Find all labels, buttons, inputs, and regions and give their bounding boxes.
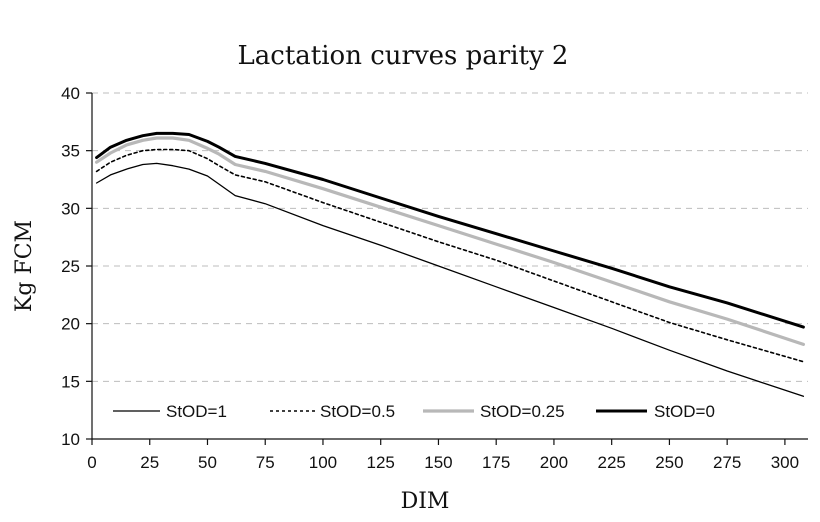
- x-ticks: 0 25 50 75 100 125 150 175 200 225 250 275 300: [87, 439, 799, 472]
- x-tick-label: 250: [655, 453, 683, 472]
- x-tick-label: 225: [597, 453, 625, 472]
- x-tick-label: 25: [140, 453, 159, 472]
- legend-label-2: StOD=0.25: [480, 402, 565, 421]
- series-line-2: [94, 136, 806, 346]
- x-tick-label: 0: [87, 453, 96, 472]
- x-tick-label: 100: [309, 453, 337, 472]
- series-line-1: [95, 148, 805, 363]
- chart-title: Lactation curves parity 2: [238, 41, 569, 71]
- x-tick-label: 75: [256, 453, 275, 472]
- x-tick-label: 175: [482, 453, 510, 472]
- x-tick-label: 50: [198, 453, 217, 472]
- legend-label-1: StOD=0.5: [320, 402, 395, 421]
- x-tick-label: 200: [540, 453, 568, 472]
- legend-label-3: StOD=0: [654, 402, 715, 421]
- y-tick-label: 25: [61, 257, 80, 276]
- y-tick-label: 15: [61, 372, 80, 391]
- series-lines: [94, 131, 806, 397]
- y-tick-label: 35: [61, 142, 80, 161]
- grid-lines: [92, 92, 808, 382]
- y-tick-label: 20: [61, 315, 80, 334]
- x-tick-label: 275: [713, 453, 741, 472]
- y-ticks: 10 15 20 25 30 35 40: [61, 84, 92, 449]
- x-axis-label: DIM: [401, 489, 450, 514]
- x-tick-label: 125: [367, 453, 395, 472]
- legend-label-0: StOD=1: [166, 402, 227, 421]
- series-line-0: [95, 162, 805, 397]
- y-tick-label: 40: [61, 84, 80, 103]
- x-tick-label: 300: [771, 453, 799, 472]
- y-tick-label: 10: [61, 430, 80, 449]
- legend: StOD=1 StOD=0.5 StOD=0.25 StOD=0: [113, 402, 715, 421]
- x-tick-label: 150: [424, 453, 452, 472]
- series-line-3: [95, 131, 805, 329]
- y-axis-label: Kg FCM: [12, 220, 37, 312]
- y-tick-label: 30: [61, 199, 80, 218]
